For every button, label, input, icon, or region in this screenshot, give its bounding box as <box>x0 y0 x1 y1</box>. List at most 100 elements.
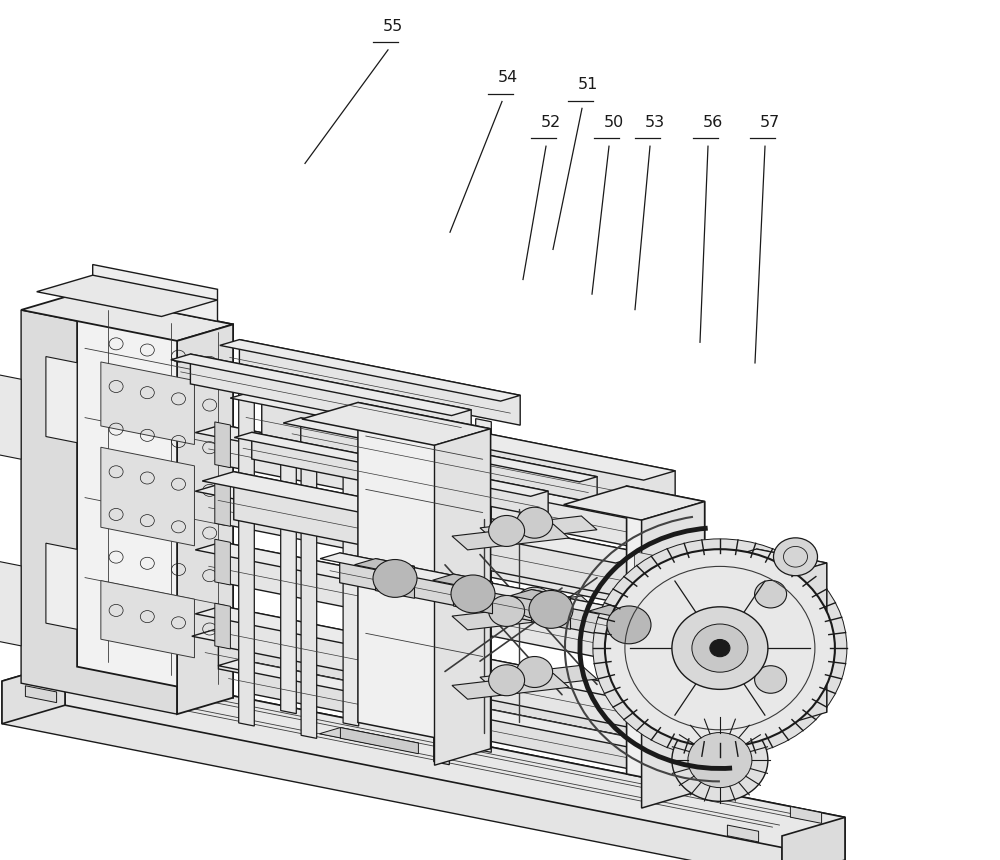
Polygon shape <box>239 660 668 777</box>
Text: 51: 51 <box>578 77 598 92</box>
Polygon shape <box>177 324 233 714</box>
Polygon shape <box>46 544 77 630</box>
Polygon shape <box>434 431 449 765</box>
Polygon shape <box>234 471 647 602</box>
Polygon shape <box>790 807 822 823</box>
Polygon shape <box>195 542 674 640</box>
Polygon shape <box>190 354 471 439</box>
Polygon shape <box>215 422 230 468</box>
Polygon shape <box>218 629 686 762</box>
Polygon shape <box>642 501 705 808</box>
Polygon shape <box>302 402 491 445</box>
Polygon shape <box>2 662 845 836</box>
Polygon shape <box>215 539 230 585</box>
Circle shape <box>489 665 525 696</box>
Polygon shape <box>215 603 230 649</box>
Polygon shape <box>202 471 647 563</box>
Polygon shape <box>480 516 597 542</box>
Polygon shape <box>46 357 77 443</box>
Polygon shape <box>0 373 21 459</box>
Polygon shape <box>65 662 845 860</box>
Polygon shape <box>222 606 674 736</box>
Polygon shape <box>262 389 675 519</box>
Polygon shape <box>222 542 674 673</box>
Polygon shape <box>782 817 845 860</box>
Polygon shape <box>667 512 683 557</box>
Polygon shape <box>785 563 827 725</box>
Polygon shape <box>192 629 686 729</box>
Polygon shape <box>627 486 705 789</box>
Polygon shape <box>757 549 827 712</box>
Polygon shape <box>667 629 683 675</box>
Polygon shape <box>239 340 520 425</box>
Polygon shape <box>588 605 648 619</box>
Text: 55: 55 <box>383 19 403 34</box>
Text: 57: 57 <box>760 115 780 130</box>
Polygon shape <box>101 447 194 546</box>
Polygon shape <box>510 590 571 604</box>
Circle shape <box>710 640 730 657</box>
Polygon shape <box>101 580 194 658</box>
Polygon shape <box>25 685 57 703</box>
Polygon shape <box>230 389 675 480</box>
Polygon shape <box>2 681 782 860</box>
Polygon shape <box>301 405 317 739</box>
Polygon shape <box>0 560 21 646</box>
Polygon shape <box>435 429 491 765</box>
Polygon shape <box>37 275 218 316</box>
Polygon shape <box>301 418 597 503</box>
Circle shape <box>692 624 748 673</box>
Circle shape <box>489 515 525 546</box>
Circle shape <box>755 580 787 608</box>
Circle shape <box>774 538 818 575</box>
Circle shape <box>489 595 525 626</box>
Text: 50: 50 <box>604 115 624 130</box>
Circle shape <box>517 587 553 618</box>
Polygon shape <box>610 605 648 645</box>
Polygon shape <box>2 662 65 724</box>
Circle shape <box>672 607 768 690</box>
Polygon shape <box>634 551 681 614</box>
Polygon shape <box>93 265 218 322</box>
Polygon shape <box>480 596 597 622</box>
Polygon shape <box>234 433 548 496</box>
Text: 52: 52 <box>541 115 561 130</box>
Circle shape <box>605 550 835 747</box>
Polygon shape <box>215 481 230 526</box>
Polygon shape <box>452 525 569 550</box>
Polygon shape <box>195 425 674 522</box>
Polygon shape <box>88 667 120 684</box>
Polygon shape <box>564 486 705 520</box>
Circle shape <box>517 656 553 687</box>
Polygon shape <box>532 590 571 630</box>
Polygon shape <box>220 340 520 401</box>
Polygon shape <box>727 825 759 842</box>
Polygon shape <box>476 419 491 752</box>
Polygon shape <box>319 728 418 749</box>
Polygon shape <box>667 693 683 739</box>
Polygon shape <box>454 574 493 614</box>
Polygon shape <box>340 728 418 753</box>
Polygon shape <box>340 553 730 660</box>
Polygon shape <box>667 570 683 616</box>
Circle shape <box>517 507 553 538</box>
Circle shape <box>607 606 651 644</box>
Polygon shape <box>452 605 569 630</box>
Polygon shape <box>239 392 254 726</box>
Text: 56: 56 <box>703 115 723 130</box>
Polygon shape <box>171 354 471 415</box>
Polygon shape <box>281 380 296 714</box>
Polygon shape <box>195 606 674 703</box>
Polygon shape <box>21 293 233 341</box>
Polygon shape <box>195 483 674 581</box>
Polygon shape <box>283 418 597 482</box>
Polygon shape <box>480 666 597 691</box>
Polygon shape <box>355 559 415 573</box>
Polygon shape <box>376 559 415 599</box>
Circle shape <box>373 560 417 598</box>
Polygon shape <box>252 433 548 518</box>
Polygon shape <box>222 425 674 555</box>
Text: 53: 53 <box>645 115 665 130</box>
Circle shape <box>593 539 847 758</box>
Polygon shape <box>101 362 194 445</box>
